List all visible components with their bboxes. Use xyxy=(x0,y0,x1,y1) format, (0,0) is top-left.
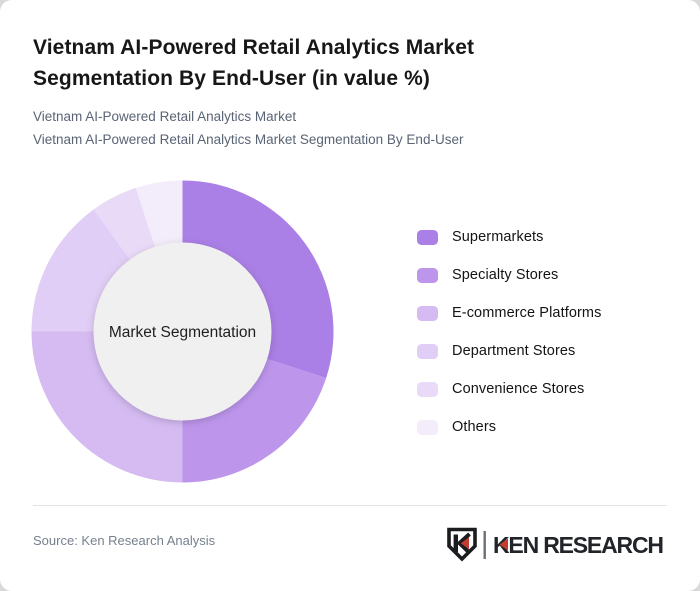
legend-item-convenience-stores[interactable]: Convenience Stores xyxy=(417,370,601,408)
donut-svg: Market Segmentation xyxy=(31,180,334,483)
legend-label: Others xyxy=(452,419,497,435)
page-title: Vietnam AI-Powered Retail Analytics Mark… xyxy=(33,36,475,90)
legend-item-e-commerce-platforms[interactable]: E-commerce Platforms xyxy=(417,294,601,332)
logo-shield-icon xyxy=(447,527,477,562)
legend-swatch xyxy=(417,343,438,359)
legend-label: E-commerce Platforms xyxy=(452,305,602,321)
donut-center-circle xyxy=(93,242,272,421)
legend-swatch xyxy=(417,229,438,245)
chart-legend: Supermarkets Specialty Stores E-commerce P… xyxy=(417,218,601,446)
subtitle-line-2: Vietnam AI-Powered Retail Analytics Mark… xyxy=(33,132,464,147)
logo-text: KEN RESEARCH xyxy=(493,532,665,558)
legend-item-others[interactable]: Others xyxy=(417,408,601,446)
legend-swatch xyxy=(417,267,438,283)
ken-research-logo: KEN RESEARCH xyxy=(447,527,665,562)
donut-chart: Market Segmentation xyxy=(22,171,343,492)
footer-divider xyxy=(33,505,667,506)
donut-center-label: Market Segmentation xyxy=(109,324,256,341)
subtitle-line-1: Vietnam AI-Powered Retail Analytics Mark… xyxy=(33,109,297,124)
legend-item-specialty-stores[interactable]: Specialty Stores xyxy=(417,256,601,294)
legend-item-department-stores[interactable]: Department Stores xyxy=(417,332,601,370)
legend-swatch xyxy=(417,305,438,321)
legend-label: Department Stores xyxy=(452,343,576,359)
legend-item-supermarkets[interactable]: Supermarkets xyxy=(417,218,601,256)
legend-label: Supermarkets xyxy=(452,229,544,245)
legend-swatch xyxy=(417,381,438,397)
legend-label: Convenience Stores xyxy=(452,381,585,397)
source-text: Source: Ken Research Analysis xyxy=(33,533,216,548)
logo-separator xyxy=(483,531,486,559)
legend-swatch xyxy=(417,419,438,435)
legend-label: Specialty Stores xyxy=(452,267,559,283)
